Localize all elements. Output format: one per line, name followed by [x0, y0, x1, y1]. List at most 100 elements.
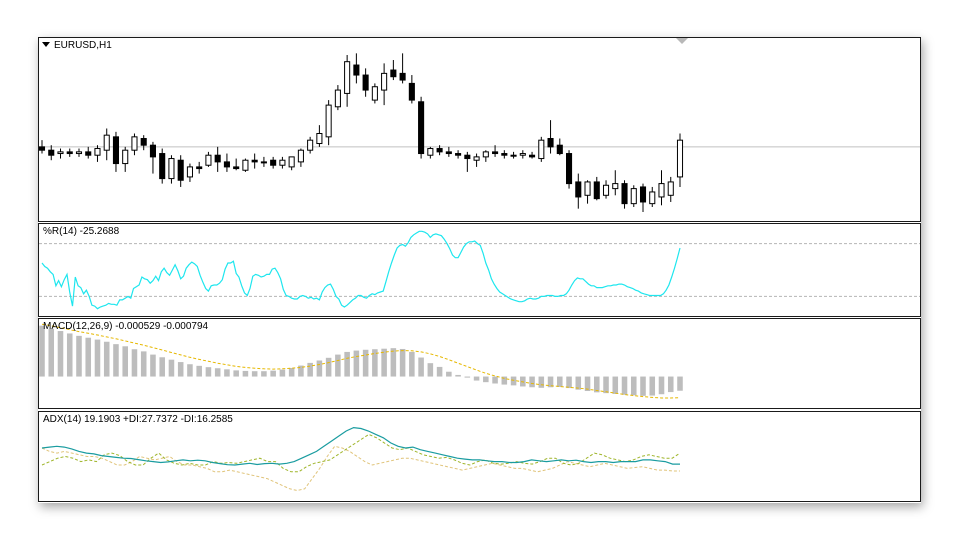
- macd-histogram-bar: [196, 365, 202, 377]
- macd-label: MACD(12,26,9) -0.000529 -0.000794: [43, 321, 209, 332]
- macd-histogram-bar: [399, 348, 406, 377]
- bear-candle: [621, 183, 628, 205]
- macd-histogram-bar: [649, 376, 656, 396]
- macd-histogram-bar: [57, 331, 64, 377]
- macd-histogram-bar: [409, 351, 415, 377]
- bull-candle: [630, 188, 637, 205]
- macd-histogram-bar: [325, 357, 332, 377]
- bull-candle: [612, 183, 619, 190]
- wpr-chart: [39, 230, 920, 310]
- bear-candle: [177, 159, 184, 181]
- macd-histogram-bar: [362, 349, 369, 377]
- bull-candle: [57, 151, 64, 155]
- macd-chart: [39, 323, 683, 399]
- bear-candle: [66, 151, 73, 155]
- macd-histogram-bar: [159, 357, 165, 377]
- macd-histogram-bar: [353, 350, 360, 377]
- bear-candle: [593, 181, 600, 200]
- macd-histogram-bar: [464, 376, 471, 378]
- bull-candle: [307, 139, 314, 151]
- bear-candle: [418, 101, 425, 155]
- bull-candle: [427, 148, 434, 156]
- bull-candle: [260, 161, 267, 164]
- macd-histogram-bar: [298, 365, 304, 377]
- macd-histogram-bar: [372, 349, 378, 377]
- macd-histogram-bar: [214, 368, 221, 377]
- bear-candle: [353, 64, 360, 76]
- bull-candle: [325, 104, 332, 138]
- bull-candle: [242, 159, 249, 171]
- bear-candle: [566, 153, 573, 185]
- wpr-label: %R(14) -25.2688: [43, 226, 120, 237]
- bull-candle: [288, 156, 295, 168]
- macd-histogram-bar: [66, 333, 73, 377]
- macd-histogram-bar: [150, 354, 156, 377]
- macd-histogram-bar: [510, 376, 517, 386]
- bear-candle: [362, 74, 369, 91]
- wpr-pane[interactable]: %R(14) -25.2688: [38, 223, 921, 317]
- macd-pane[interactable]: MACD(12,26,9) -0.000529 -0.000794: [38, 318, 921, 409]
- macd-histogram-bar: [501, 376, 508, 385]
- bear-candle: [149, 144, 156, 158]
- macd-histogram-bar: [168, 359, 175, 377]
- macd-histogram-bar: [667, 376, 674, 393]
- bull-candle: [658, 183, 665, 198]
- price-pane[interactable]: EURUSD,H1: [38, 37, 921, 222]
- bull-candle: [510, 154, 517, 157]
- macd-histogram-bar: [131, 349, 138, 377]
- macd-histogram-bar: [612, 376, 619, 394]
- bear-candle: [575, 181, 582, 198]
- macd-histogram-bar: [76, 335, 82, 377]
- macd-histogram-bar: [473, 376, 480, 381]
- bull-candle: [94, 148, 101, 156]
- dropdown-triangle-icon[interactable]: [42, 42, 50, 47]
- macd-histogram-bar: [103, 341, 110, 377]
- symbol-label[interactable]: EURUSD,H1: [42, 40, 112, 51]
- macd-histogram-bar: [640, 376, 646, 396]
- macd-histogram-bar: [205, 367, 212, 377]
- bull-candle: [75, 151, 83, 155]
- macd-histogram-bar: [658, 376, 665, 395]
- macd-histogram-bar: [492, 376, 498, 384]
- macd-histogram-bar: [307, 362, 313, 377]
- macd-histogram-bar: [288, 367, 295, 377]
- bear-candle: [233, 166, 240, 170]
- plus-di-line: [41, 433, 681, 473]
- symbol-text: EURUSD,H1: [54, 40, 112, 51]
- macd-histogram-bar: [677, 376, 683, 391]
- bear-candle: [492, 151, 499, 155]
- bear-candle: [112, 136, 120, 165]
- macd-histogram-bar: [538, 376, 545, 388]
- macd-histogram-bar: [48, 328, 55, 377]
- macd-histogram-bar: [621, 376, 628, 395]
- macd-histogram-bar: [94, 339, 101, 377]
- macd-histogram-bar: [630, 376, 637, 396]
- macd-histogram-bar: [418, 357, 424, 377]
- bear-candle: [140, 138, 147, 146]
- bull-candle: [649, 191, 656, 205]
- minus-di-line: [41, 445, 680, 492]
- macd-histogram-bar: [381, 348, 387, 377]
- price-chart: [39, 53, 920, 212]
- bull-candle: [168, 158, 175, 180]
- macd-histogram-bar: [279, 369, 286, 377]
- macd-histogram-bar: [224, 369, 230, 377]
- bear-candle: [464, 154, 471, 160]
- bull-candle: [334, 89, 341, 108]
- bull-candle: [297, 149, 304, 163]
- bear-candle: [529, 154, 536, 158]
- adx-pane[interactable]: ADX(14) 19.1903 +DI:27.7372 -DI:16.2585: [38, 411, 921, 502]
- chart-shift-marker-icon[interactable]: [676, 38, 688, 44]
- macd-histogram-bar: [483, 376, 489, 383]
- macd-histogram-bar: [436, 366, 443, 377]
- macd-histogram-bar: [187, 364, 193, 377]
- bear-candle: [85, 151, 92, 156]
- bull-candle: [186, 166, 193, 178]
- macd-histogram-bar: [344, 351, 350, 377]
- macd-histogram-bar: [140, 351, 147, 377]
- macd-histogram-bar: [575, 376, 582, 390]
- bear-candle: [390, 69, 397, 78]
- macd-histogram-bar: [335, 354, 341, 377]
- macd-signal-line: [41, 323, 681, 399]
- bear-candle: [196, 166, 203, 170]
